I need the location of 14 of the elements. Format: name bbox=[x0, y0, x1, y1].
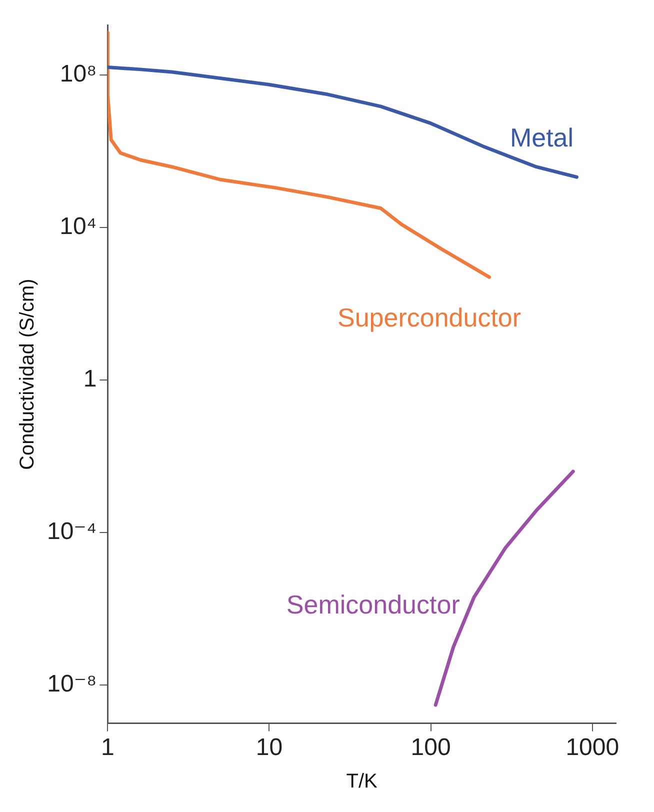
x-tick-label: 1000 bbox=[566, 734, 620, 762]
y-axis-title: Conductividad (S/cm) bbox=[16, 278, 39, 470]
y-tick-label: 10⁸ bbox=[60, 60, 97, 88]
y-tick-label: 10⁻⁴ bbox=[46, 518, 97, 546]
x-tick-label: 10 bbox=[256, 734, 283, 762]
series-label: Superconductor bbox=[337, 302, 522, 332]
x-tick-label: 100 bbox=[410, 734, 451, 762]
y-tick-label: 10⁴ bbox=[60, 213, 97, 240]
series-label: Metal bbox=[510, 122, 574, 152]
x-axis-title: T/K bbox=[346, 770, 378, 793]
y-tick-label: 1 bbox=[83, 366, 97, 393]
x-tick-label: 1 bbox=[100, 734, 114, 762]
y-tick-label: 10⁻⁸ bbox=[47, 670, 97, 698]
series-label: Semiconductor bbox=[286, 590, 460, 620]
